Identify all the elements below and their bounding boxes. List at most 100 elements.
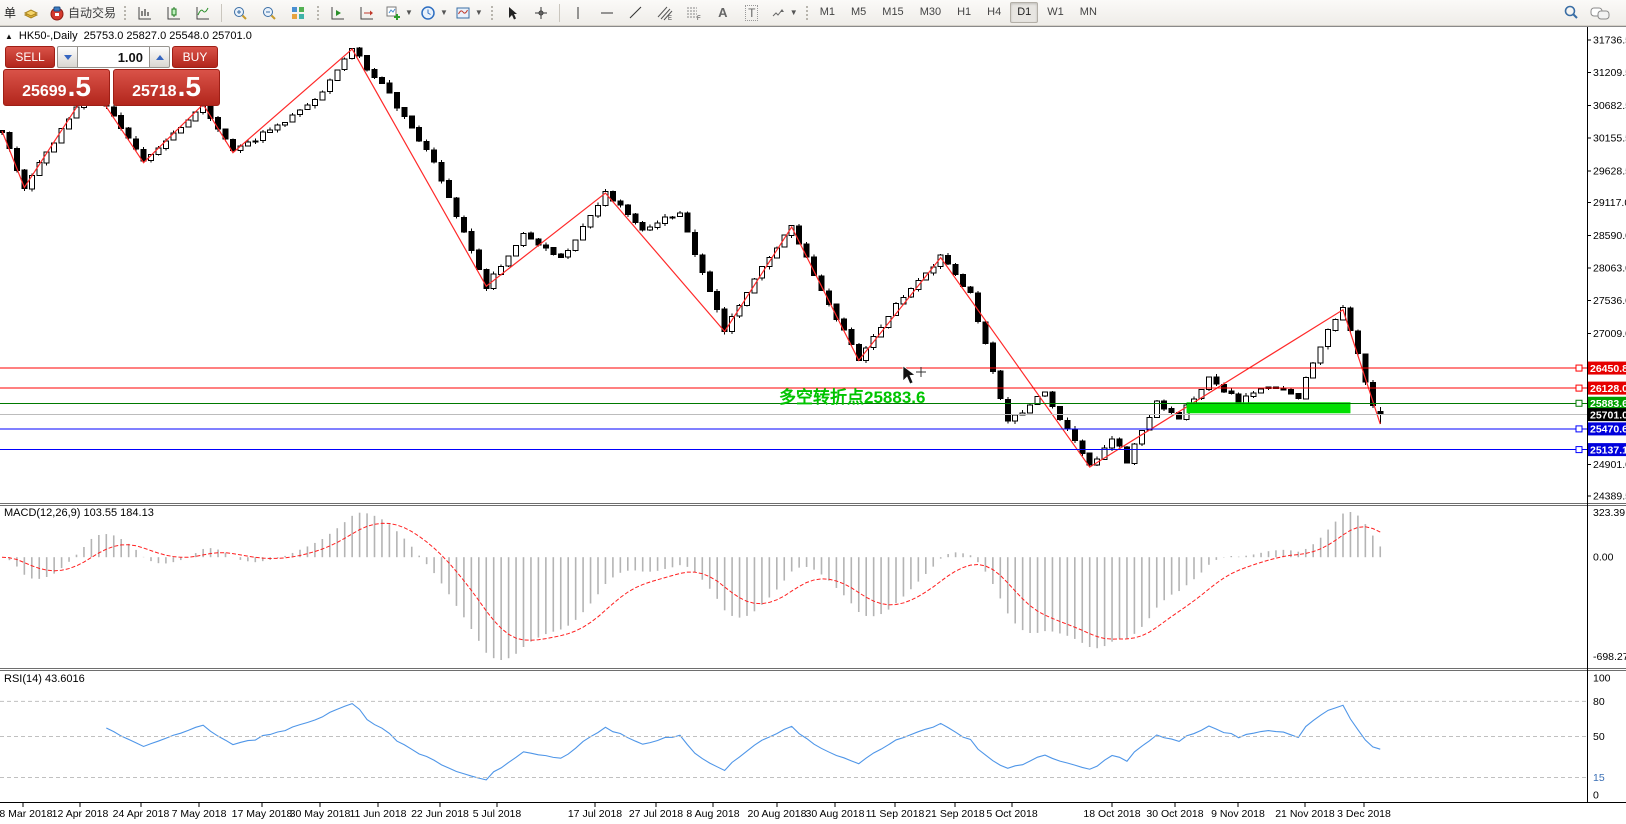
one-click-trade-panel: SELL 1.00 BUY 25699 .5 25718 .5	[3, 46, 221, 106]
timeframe-w1[interactable]: W1	[1047, 6, 1064, 18]
date-tick-label: 12 Apr 2018	[52, 808, 109, 820]
main-toolbar: 单 自动交易	[0, 0, 1626, 26]
line-chart-button[interactable]	[189, 1, 217, 24]
timeframe-m1[interactable]: M1	[819, 6, 835, 18]
auto-scroll-button[interactable]	[324, 1, 352, 24]
dropdown-caret: ▼	[439, 8, 448, 17]
fibonacci-tool[interactable]: F	[680, 1, 708, 24]
bar-chart-icon	[138, 6, 152, 19]
vertical-line-tool[interactable]	[564, 1, 592, 24]
toolbar-drag-handle[interactable]	[489, 4, 494, 21]
trendline-icon	[629, 6, 642, 18]
date-tick-label: 5 Oct 2018	[986, 808, 1038, 820]
new-chart-icon	[386, 6, 401, 20]
buy-price-main: 25718	[132, 83, 177, 100]
timeframe-h4[interactable]: H4	[987, 6, 1002, 18]
highlight-zone[interactable]	[1186, 402, 1351, 414]
fibonacci-icon: F	[686, 7, 701, 21]
price-tick-label: 31736.5	[1593, 35, 1626, 47]
crosshair-tool-button[interactable]	[527, 1, 555, 24]
level-handle[interactable]	[1575, 364, 1583, 372]
date-tick-label: 22 Jun 2018	[411, 808, 469, 820]
date-tick-label: 20 Aug 2018	[748, 808, 807, 820]
zigzag-line[interactable]	[1, 48, 1381, 468]
price-tick-label: 24389.5	[1593, 491, 1626, 503]
toolbar-drag-handle[interactable]	[804, 4, 809, 21]
dropdown-caret: ▼	[789, 8, 798, 17]
chart-shift-button[interactable]	[353, 1, 381, 24]
sell-button[interactable]: SELL	[5, 46, 55, 68]
volume-stepper: 1.00	[57, 46, 170, 68]
chart-ohlc-values: 25753.0 25827.0 25548.0 25701.0	[83, 30, 252, 42]
price-tick-label: 29628.5	[1593, 165, 1626, 177]
shapes-tool[interactable]: ▼	[767, 1, 801, 24]
rsi-axis-label: 100	[1593, 673, 1611, 685]
price-tick-label: 28590.0	[1593, 230, 1626, 242]
templates-button[interactable]: ▼	[452, 1, 486, 24]
price-tick-label: 30682.5	[1593, 100, 1626, 112]
new-order-button[interactable]: 单	[4, 6, 17, 20]
new-chart-button[interactable]: ▼	[382, 1, 416, 24]
date-tick-label: 7 May 2018	[172, 808, 227, 820]
buy-button[interactable]: BUY	[172, 46, 218, 68]
date-tick-label: 3 Dec 2018	[1337, 808, 1391, 820]
trendline-tool[interactable]	[622, 1, 650, 24]
level-handle[interactable]	[1575, 446, 1583, 454]
macd-indicator-label: MACD(12,26,9) 103.55 184.13	[4, 507, 154, 519]
vertical-line-icon	[577, 6, 579, 19]
timeframe-d1[interactable]: D1	[1010, 2, 1039, 23]
label-tool-label: T	[745, 4, 759, 21]
volume-increase-button[interactable]	[149, 46, 170, 68]
price-tick-label: 30155.5	[1593, 133, 1626, 145]
price-tick-label: 27009.0	[1593, 328, 1626, 340]
date-tick-label: 21 Sep 2018	[925, 808, 985, 820]
search-button[interactable]	[1557, 1, 1585, 24]
bar-chart-button[interactable]	[131, 1, 159, 24]
level-label-bg	[1588, 361, 1626, 375]
equidistant-channel-tool[interactable]: E	[651, 1, 679, 24]
volume-decrease-button[interactable]	[57, 46, 78, 68]
level-label-bg	[1588, 422, 1626, 436]
level-label-bg	[1588, 381, 1626, 395]
svg-text:E: E	[668, 16, 672, 21]
template-icon	[456, 7, 470, 18]
horizontal-line-icon	[600, 12, 613, 13]
search-icon	[1564, 5, 1578, 19]
cursor-tool-button[interactable]	[498, 1, 526, 24]
history-button[interactable]	[17, 1, 45, 24]
sell-price-main: 25699	[22, 83, 67, 100]
periods-button[interactable]: ▼	[417, 1, 451, 24]
level-handle[interactable]	[1575, 399, 1583, 407]
level-label: 25470.6	[1590, 424, 1626, 436]
period-clock-icon	[421, 5, 435, 20]
label-tool[interactable]: T	[738, 1, 766, 24]
collapse-icon[interactable]: ▲	[5, 31, 13, 41]
macd-axis-label: 323.39	[1593, 507, 1625, 519]
rsi-axis-label: 15	[1593, 772, 1605, 784]
main-plot-area	[0, 47, 1384, 781]
sell-price-display[interactable]: 25699 .5	[3, 69, 110, 106]
timeframe-m5[interactable]: M5	[851, 6, 867, 18]
level-handle[interactable]	[1575, 425, 1583, 433]
toolbar-drag-handle[interactable]	[123, 4, 128, 21]
timeframe-h1[interactable]: H1	[957, 6, 972, 18]
candlestick-button[interactable]	[160, 1, 188, 24]
timeframe-m15[interactable]: M15	[882, 6, 904, 18]
tile-windows-button[interactable]	[284, 1, 312, 24]
autotrading-button[interactable]: 自动交易	[46, 1, 119, 24]
level-handle[interactable]	[1575, 384, 1583, 392]
buy-price-display[interactable]: 25718 .5	[113, 69, 220, 106]
volume-input[interactable]: 1.00	[78, 46, 149, 68]
text-tool[interactable]: A	[709, 1, 737, 24]
rsi-line	[106, 702, 1381, 781]
sell-price-fraction: .5	[67, 71, 91, 102]
toolbar-drag-handle[interactable]	[316, 4, 321, 21]
zoom-out-button[interactable]	[255, 1, 283, 24]
timeframe-mn[interactable]: MN	[1079, 6, 1097, 18]
timeframe-m30[interactable]: M30	[919, 6, 942, 18]
chat-button[interactable]	[1586, 1, 1614, 24]
horizontal-line-tool[interactable]	[593, 1, 621, 24]
price-tick-label: 31209.5	[1593, 67, 1626, 79]
zoom-in-button[interactable]	[226, 1, 254, 24]
